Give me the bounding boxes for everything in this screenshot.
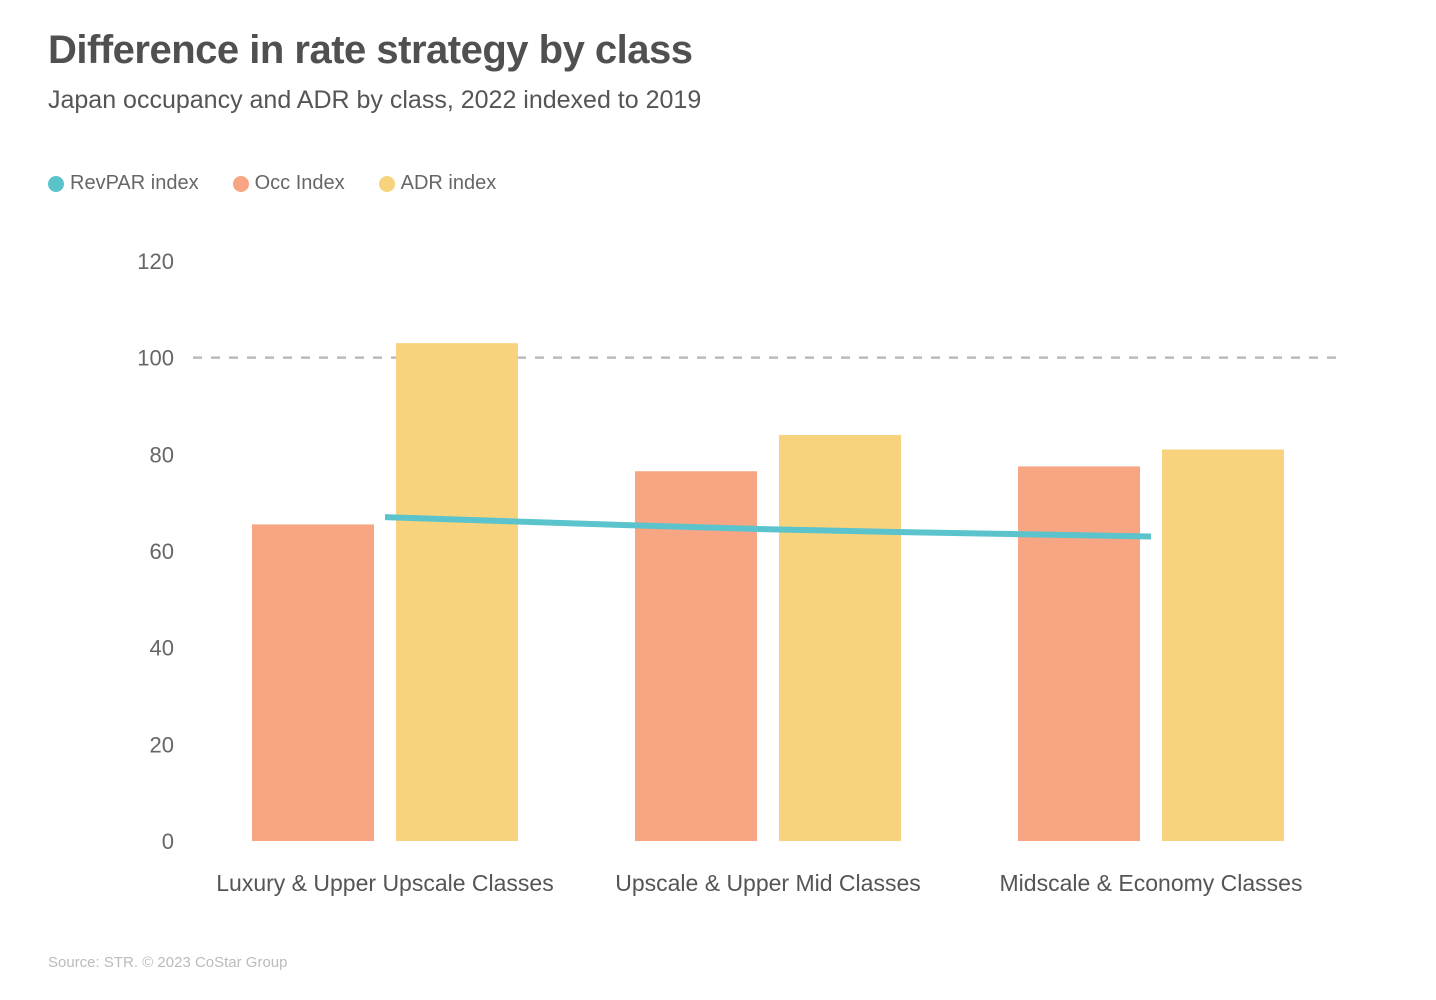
bar-adr-index (1162, 449, 1284, 841)
bar-adr-index (396, 343, 518, 841)
x-category-label: Luxury & Upper Upscale Classes (216, 870, 553, 896)
legend-swatch-occ (232, 175, 249, 192)
bar-occ-index (252, 524, 374, 841)
legend: RevPAR index Occ Index ADR index (48, 172, 530, 195)
legend-swatch-revpar (48, 175, 64, 192)
chart-title: Difference in rate strategy by class (48, 28, 693, 72)
bar-occ-index (635, 471, 757, 841)
y-tick-label: 20 (150, 732, 174, 757)
bar-adr-index (779, 435, 901, 841)
legend-label-revpar: RevPAR index (70, 172, 199, 194)
y-tick-label: 80 (150, 442, 174, 467)
y-tick-label: 60 (150, 539, 174, 564)
x-category-label: Midscale & Economy Classes (1000, 870, 1303, 896)
x-category-label: Upscale & Upper Mid Classes (615, 870, 921, 896)
y-tick-label: 40 (150, 636, 174, 661)
legend-item-adr: ADR index (378, 172, 497, 195)
y-tick-label: 120 (137, 249, 174, 274)
chart-subtitle: Japan occupancy and ADR by class, 2022 i… (48, 86, 702, 114)
legend-item-occ: Occ Index (232, 172, 345, 195)
legend-swatch-adr (378, 175, 395, 192)
bar-occ-index (1018, 466, 1140, 841)
legend-label-adr: ADR index (400, 172, 497, 194)
source-note: Source: STR. © 2023 CoStar Group (48, 954, 288, 971)
y-tick-label: 100 (137, 346, 174, 371)
y-tick-label: 0 (162, 829, 174, 854)
legend-item-revpar: RevPAR index (48, 172, 199, 195)
line-revpar-index (384, 514, 1152, 540)
legend-label-occ: Occ Index (254, 172, 345, 194)
